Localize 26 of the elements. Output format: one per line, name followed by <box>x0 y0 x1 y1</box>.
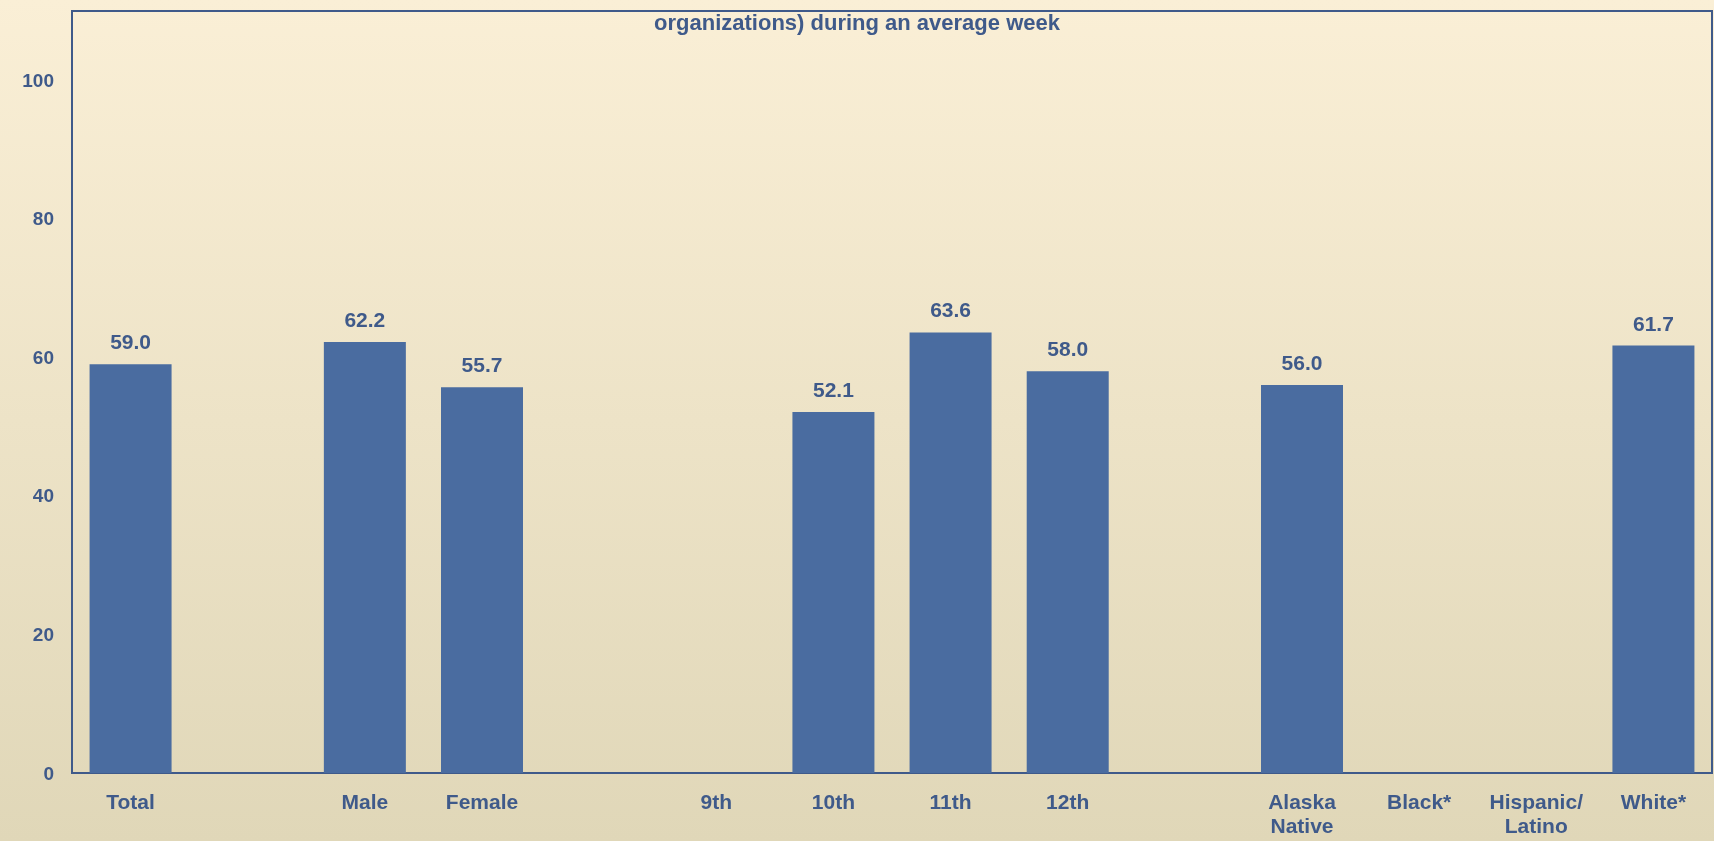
x-tick-label: 9th <box>700 789 733 813</box>
data-label: 55.7 <box>461 353 503 377</box>
data-label: 61.7 <box>1632 311 1674 335</box>
y-tick-label: 80 <box>32 208 54 230</box>
y-tick-label: 0 <box>43 762 54 784</box>
data-label: 56.0 <box>1281 351 1323 375</box>
x-tick-label: 10th <box>811 789 856 813</box>
data-label: 63.6 <box>930 298 972 322</box>
x-tick-label: Hispanic/ Latino <box>1489 789 1584 837</box>
x-tick-label: Alaska Native <box>1268 789 1337 837</box>
x-tick-label: Black* <box>1387 789 1453 813</box>
y-tick-label: 100 <box>22 69 54 91</box>
data-label: 62.2 <box>344 308 386 332</box>
x-tick-label: Female <box>445 789 519 813</box>
x-tick-label: Total <box>106 789 155 813</box>
y-tick-label: 40 <box>32 485 54 507</box>
y-tick-label: 60 <box>32 346 54 368</box>
data-label: 58.0 <box>1047 337 1089 361</box>
data-label: 59.0 <box>110 330 152 354</box>
y-tick-label: 20 <box>32 623 54 645</box>
data-label: 52.1 <box>812 378 855 402</box>
x-tick-label: 12th <box>1046 789 1090 813</box>
x-tick-label: White* <box>1620 789 1687 813</box>
x-tick-label: 11th <box>929 789 972 813</box>
x-tick-label: Male <box>341 789 389 813</box>
chart-title: organizations) during an average week <box>654 9 1061 35</box>
